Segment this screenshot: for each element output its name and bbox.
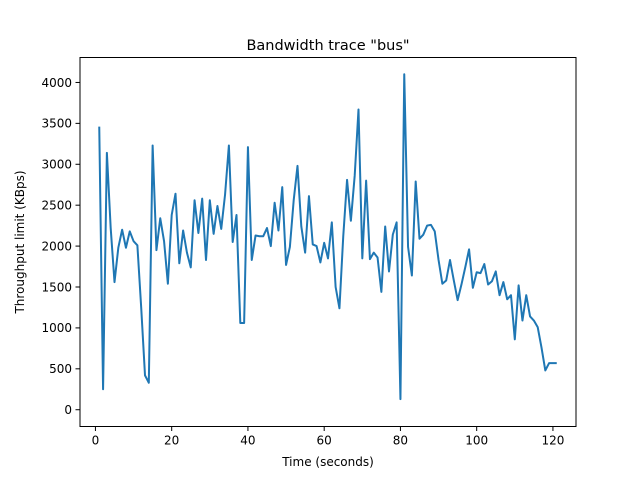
x-tick-label: 100 [465, 434, 488, 448]
y-tick-label: 2000 [41, 239, 72, 253]
plot-area [98, 73, 557, 401]
y-axis: 0 500 1000 1500 2000 2500 3000 3500 4000 [41, 76, 80, 417]
y-tick-label: 0 [64, 403, 72, 417]
y-tick-label: 4000 [41, 76, 72, 90]
x-axis-label: Time (seconds) [281, 455, 374, 469]
x-tick-label: 80 [393, 434, 408, 448]
axes-frame [79, 57, 577, 427]
y-tick-label: 1500 [41, 280, 72, 294]
x-tick-label: 120 [541, 434, 564, 448]
y-tick-label: 500 [49, 362, 72, 376]
chart-title: Bandwidth trace "bus" [246, 38, 409, 54]
x-tick-label: 0 [92, 434, 100, 448]
x-tick-label: 60 [317, 434, 332, 448]
x-tick-label: 40 [240, 434, 255, 448]
x-tick-label: 20 [164, 434, 179, 448]
y-tick-label: 3500 [41, 117, 72, 131]
x-axis: 0 20 40 60 80 100 120 [92, 426, 564, 448]
y-tick-label: 3000 [41, 158, 72, 172]
y-axis-label: Throughput limit (KBps) [13, 170, 27, 314]
series-line-0 [98, 73, 557, 401]
y-tick-label: 1000 [41, 321, 72, 335]
y-tick-label: 2500 [41, 198, 72, 212]
